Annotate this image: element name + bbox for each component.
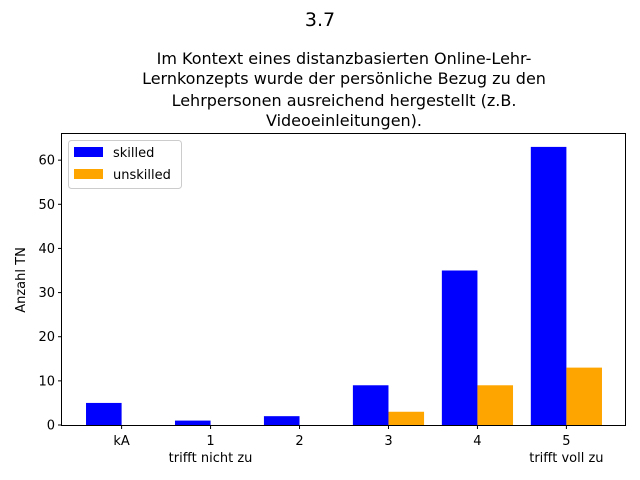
x-tick-label: 1 [206,434,214,449]
chart-title-line: Im Kontext eines distanzbasierten Online… [157,49,532,68]
x-tick-label: 5 [562,434,570,449]
chart-title-line: Lehrpersonen ausreichend hergestellt (z.… [172,91,517,110]
chart-title-line: Lernkonzepts wurde der persönliche Bezug… [142,69,546,88]
plot-frame [61,133,626,426]
chart-title: Im Kontext eines distanzbasierten Online… [142,49,546,130]
bars-group [86,146,602,425]
legend-swatch-unskilled [74,169,103,179]
chart-suptitle: 3.7 [305,9,335,31]
y-tick-label: 50 [38,198,55,213]
legend: skilled unskilled [68,140,182,189]
y-ticks: 0 10 20 30 40 50 60 [38,154,62,434]
chart-title-line: Videoeinleitungen). [266,111,422,130]
y-tick-label: 0 [47,419,55,434]
legend-label-skilled: skilled [113,146,154,161]
x-tick-sublabel: trifft nicht zu [169,451,253,466]
x-tick-label: 3 [384,434,392,449]
bar-skilled-4 [441,270,478,425]
bar-unskilled-4 [477,385,514,425]
y-tick-label: 30 [38,286,55,301]
x-tick-label: 2 [295,434,303,449]
bar-skilled-3 [352,385,389,425]
bar-skilled-1 [174,420,211,425]
y-tick-label: 20 [38,330,55,345]
bar-skilled-kA [86,402,122,425]
x-tick-label: 4 [473,434,481,449]
legend-label-unskilled: unskilled [113,168,171,183]
x-tick-sublabel: trifft voll zu [529,451,603,466]
legend-swatch-skilled [74,147,103,157]
bar-unskilled-5 [566,367,602,425]
x-tick-label: kA [113,434,130,449]
bar-skilled-2 [263,416,300,425]
bar-skilled-5 [530,146,567,425]
y-tick-label: 40 [38,242,55,257]
y-tick-label: 60 [38,154,55,169]
y-tick-label: 10 [38,374,55,389]
y-axis-label: Anzahl TN [14,247,29,313]
x-ticks: kA 1 trifft nicht zu 2 3 4 5 trifft voll zu [113,425,604,466]
bar-unskilled-3 [388,411,425,425]
